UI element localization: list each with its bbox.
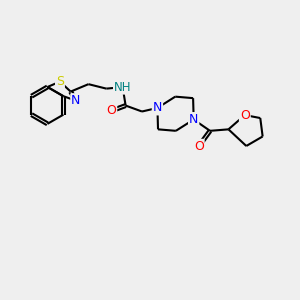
Text: S: S xyxy=(56,75,64,88)
Text: O: O xyxy=(194,140,204,153)
Text: N: N xyxy=(189,113,198,126)
Text: O: O xyxy=(106,104,116,117)
Text: N: N xyxy=(71,94,81,107)
Text: N: N xyxy=(153,101,162,114)
Text: NH: NH xyxy=(114,81,131,94)
Text: O: O xyxy=(240,109,250,122)
